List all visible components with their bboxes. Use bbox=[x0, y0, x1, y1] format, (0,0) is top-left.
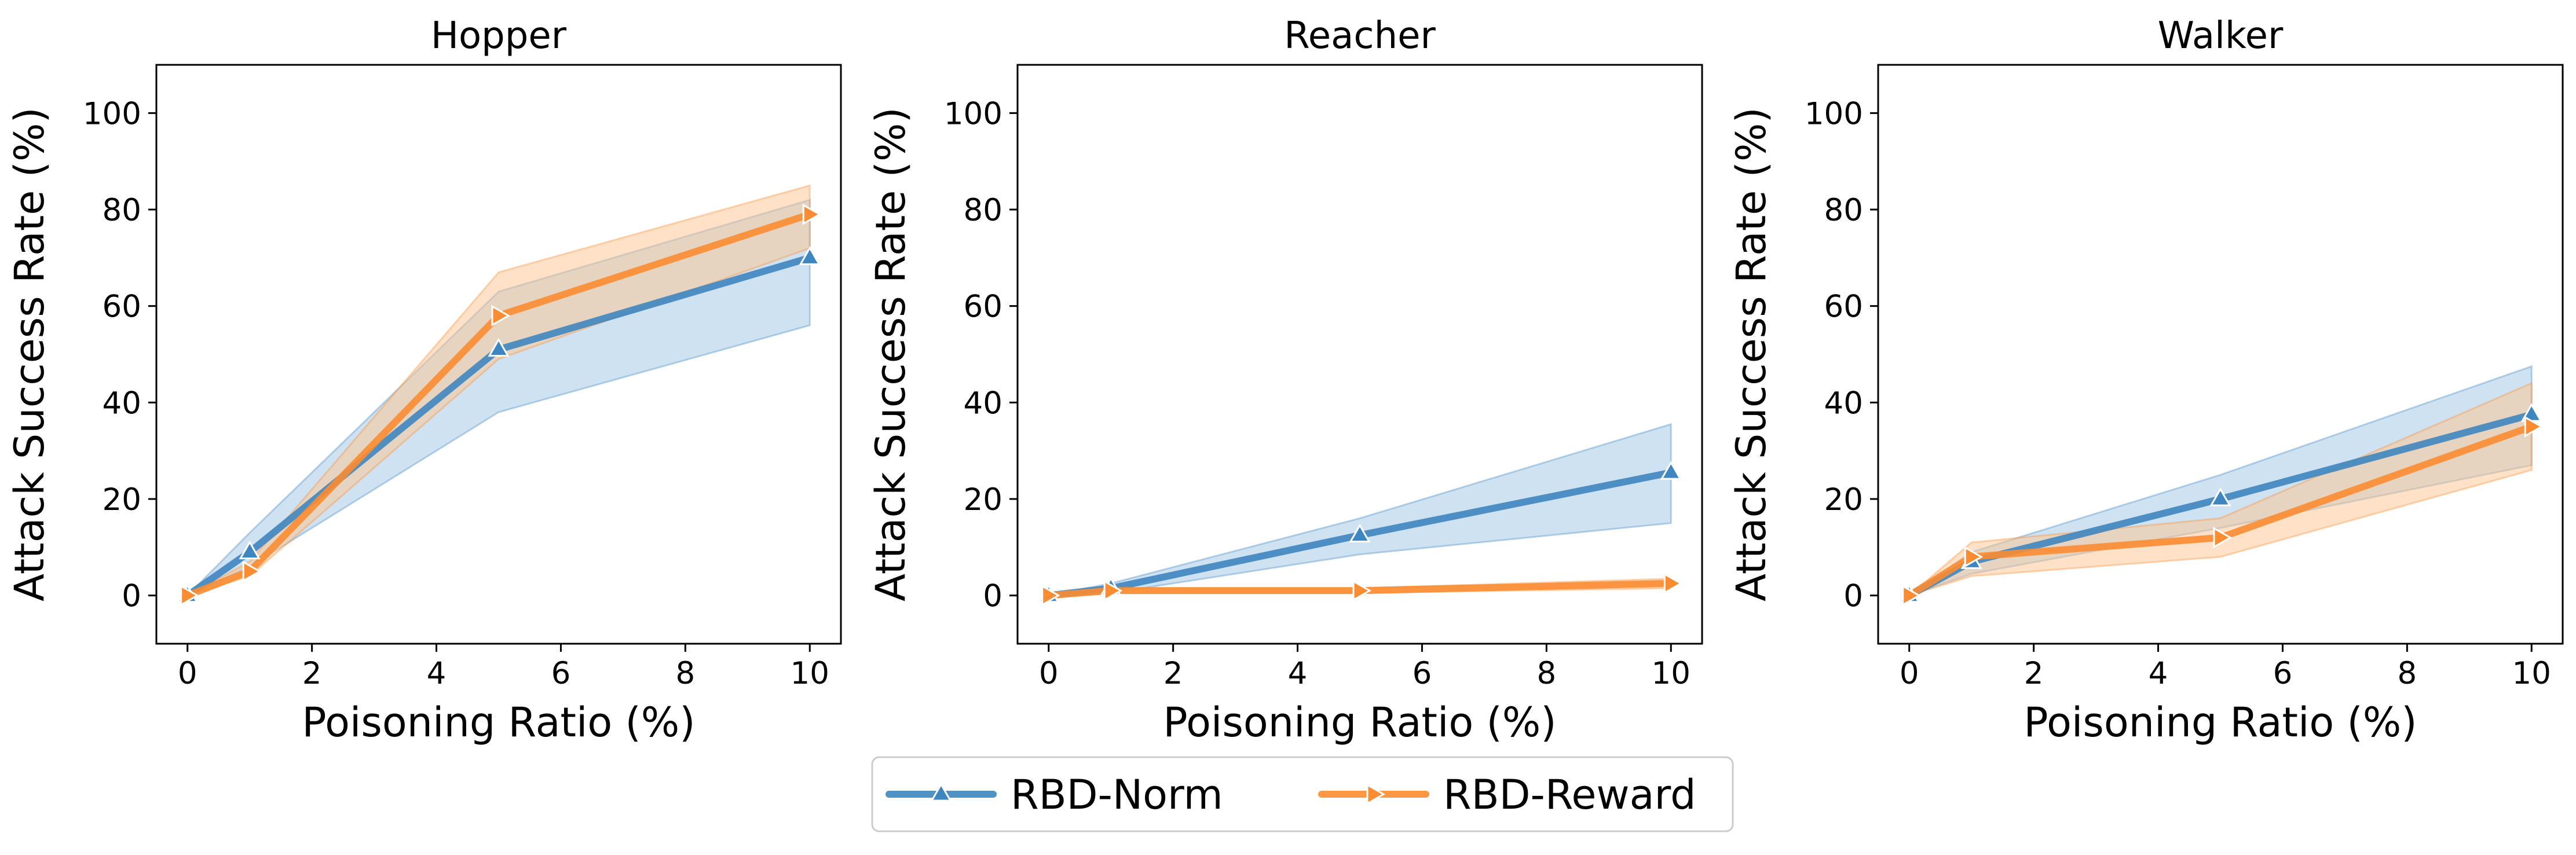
line-reward bbox=[184, 211, 814, 599]
point-reward bbox=[180, 585, 199, 607]
y-axis-label: Attack Success Rate (%) bbox=[1728, 107, 1775, 601]
y-tick-label: 60 bbox=[103, 289, 141, 325]
x-tick-label: 2 bbox=[2024, 656, 2044, 691]
x-tick-label: 6 bbox=[1413, 656, 1432, 691]
y-tick-label: 60 bbox=[1824, 289, 1863, 325]
y-tick-label: 20 bbox=[1824, 482, 1863, 518]
y-axis-label: Attack Success Rate (%) bbox=[6, 107, 53, 601]
point-reward bbox=[802, 203, 822, 225]
axes-frame bbox=[1877, 64, 2564, 645]
point-norm bbox=[488, 337, 510, 357]
chart-title: Walker bbox=[2158, 14, 2284, 57]
x-tick-label: 4 bbox=[427, 656, 447, 691]
point-reward bbox=[1041, 585, 1060, 607]
point-reward bbox=[1663, 573, 1683, 595]
y-tick-label: 80 bbox=[964, 193, 1002, 228]
legend-label-reward: RBD-Reward bbox=[1443, 771, 1696, 819]
band-norm bbox=[1048, 423, 1672, 597]
legend-label-norm: RBD-Norm bbox=[1011, 771, 1223, 819]
legend-marker-norm bbox=[930, 782, 952, 802]
point-reward bbox=[491, 304, 511, 326]
x-tick-label: 2 bbox=[302, 656, 322, 691]
y-tick-label: 40 bbox=[1824, 386, 1863, 421]
y-tick-label: 80 bbox=[103, 193, 141, 228]
point-norm bbox=[799, 246, 821, 265]
y-tick-label: 40 bbox=[103, 386, 141, 421]
point-norm bbox=[1660, 461, 1682, 480]
y-tick-label: 0 bbox=[122, 579, 141, 614]
x-tick-label: 10 bbox=[2512, 656, 2551, 691]
chart-title: Reacher bbox=[1284, 14, 1436, 57]
point-reward bbox=[1964, 546, 1984, 568]
x-tick-label: 8 bbox=[2397, 656, 2417, 691]
y-tick-label: 0 bbox=[1843, 579, 1863, 614]
x-tick-label: 4 bbox=[1288, 656, 1308, 691]
plot-area bbox=[1898, 365, 2544, 607]
legend-box bbox=[871, 756, 1734, 832]
plot-area bbox=[1038, 423, 1683, 607]
point-reward bbox=[2213, 527, 2233, 549]
x-tick-label: 10 bbox=[791, 656, 829, 691]
y-tick-label: 100 bbox=[944, 96, 1002, 131]
point-reward bbox=[242, 560, 262, 582]
line-reward bbox=[1905, 423, 2535, 599]
point-reward bbox=[1352, 579, 1372, 601]
line-reward bbox=[1045, 579, 1675, 599]
x-tick-label: 2 bbox=[1163, 656, 1183, 691]
x-tick-label: 8 bbox=[1536, 656, 1556, 691]
y-tick-label: 0 bbox=[983, 579, 1002, 614]
x-tick-label: 10 bbox=[1652, 656, 1690, 691]
x-axis-label: Poisoning Ratio (%) bbox=[1163, 699, 1556, 746]
y-axis-label: Attack Success Rate (%) bbox=[867, 107, 914, 601]
point-norm bbox=[2209, 487, 2231, 507]
x-axis-label: Poisoning Ratio (%) bbox=[2024, 699, 2417, 746]
x-tick-label: 6 bbox=[2273, 656, 2293, 691]
y-tick-label: 100 bbox=[83, 96, 141, 131]
point-reward bbox=[1902, 585, 1921, 607]
line-norm bbox=[184, 254, 814, 599]
point-norm bbox=[239, 540, 261, 560]
point-norm bbox=[1349, 523, 1371, 542]
point-reward bbox=[2524, 416, 2544, 438]
x-tick-label: 0 bbox=[178, 656, 197, 691]
y-tick-label: 100 bbox=[1805, 96, 1863, 131]
plot-area bbox=[177, 184, 822, 607]
y-tick-label: 20 bbox=[964, 482, 1002, 518]
y-tick-label: 60 bbox=[964, 289, 1002, 325]
legend-marker-reward bbox=[1366, 783, 1386, 805]
x-tick-label: 0 bbox=[1900, 656, 1919, 691]
x-tick-label: 6 bbox=[551, 656, 571, 691]
axes-frame bbox=[1016, 64, 1703, 645]
x-axis-label: Poisoning Ratio (%) bbox=[302, 699, 695, 746]
y-tick-label: 20 bbox=[103, 482, 141, 518]
point-reward bbox=[1103, 579, 1123, 601]
y-tick-label: 40 bbox=[964, 386, 1002, 421]
legend: RBD-Norm RBD-Reward bbox=[871, 756, 1734, 832]
y-tick-label: 80 bbox=[1824, 193, 1863, 228]
chart-title: Hopper bbox=[431, 14, 567, 57]
x-tick-label: 0 bbox=[1039, 656, 1059, 691]
x-tick-label: 4 bbox=[2149, 656, 2168, 691]
x-tick-label: 8 bbox=[675, 656, 695, 691]
axes-frame bbox=[155, 64, 842, 645]
